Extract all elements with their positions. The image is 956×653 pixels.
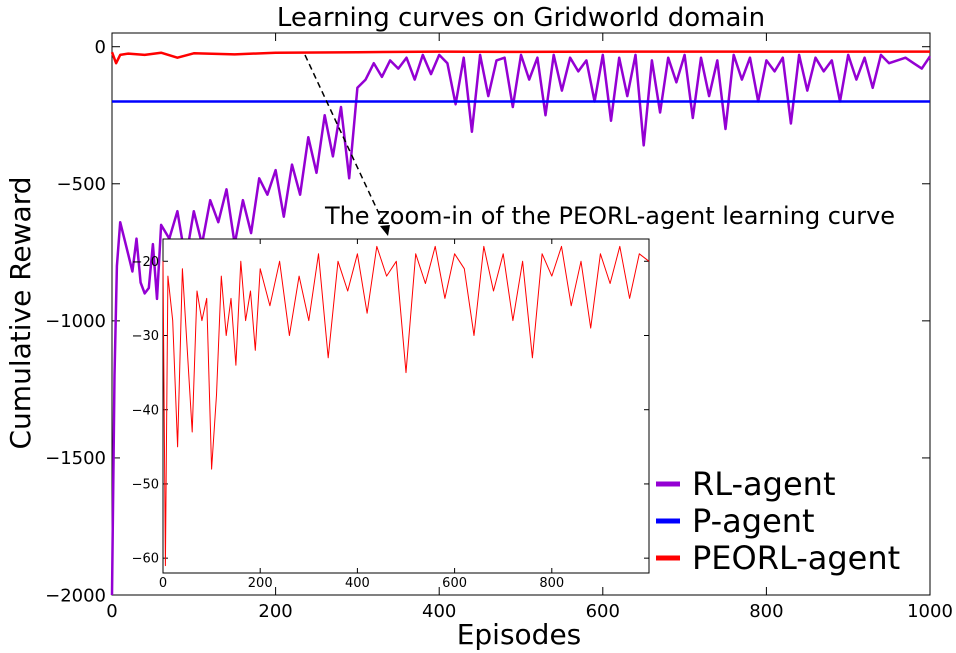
legend-label: P-agent — [692, 502, 815, 540]
y-tick-label: −40 — [132, 403, 159, 418]
y-tick-label: −1500 — [45, 448, 106, 469]
legend-label: PEORL-agent — [692, 539, 900, 577]
chart-title: Learning curves on Gridworld domain — [277, 3, 765, 33]
inset-plot-area — [162, 238, 650, 574]
x-tick-label: 600 — [586, 601, 620, 622]
x-tick-label: 800 — [749, 601, 783, 622]
y-tick-label: −50 — [132, 477, 159, 492]
inset-ticks: 0 200 400 600 800 −20 −30 −40 −50 −60 — [132, 239, 649, 591]
y-axis-label: Cumulative Reward — [4, 177, 37, 450]
y-tick-label: −20 — [132, 255, 159, 270]
x-tick-label: 200 — [258, 601, 292, 622]
legend-label: RL-agent — [692, 465, 835, 503]
zoom-arrow — [304, 54, 389, 234]
x-tick-label: 0 — [106, 601, 117, 622]
x-tick-label: 400 — [345, 576, 370, 591]
series-line — [162, 245, 650, 567]
y-tick-label: −60 — [132, 552, 159, 567]
y-tick-label: 0 — [95, 37, 106, 58]
x-tick-label: 400 — [422, 601, 456, 622]
y-tick-label: −2000 — [45, 585, 106, 606]
inset-series — [162, 245, 650, 567]
y-tick-label: −1000 — [45, 311, 106, 332]
zoom-arrow-head — [380, 225, 390, 236]
x-axis-label: Episodes — [457, 618, 582, 651]
series-peorl-agent — [110, 50, 930, 65]
x-tick-label: 600 — [442, 576, 467, 591]
inset-title: The zoom-in of the PEORL-agent learning … — [324, 202, 895, 230]
x-tick-label: 0 — [159, 576, 167, 591]
x-tick-label: 200 — [248, 576, 273, 591]
x-tick-label: 1000 — [907, 601, 953, 622]
y-tick-label: −30 — [132, 329, 159, 344]
y-tick-label: −500 — [57, 174, 106, 195]
x-tick-label: 800 — [539, 576, 564, 591]
